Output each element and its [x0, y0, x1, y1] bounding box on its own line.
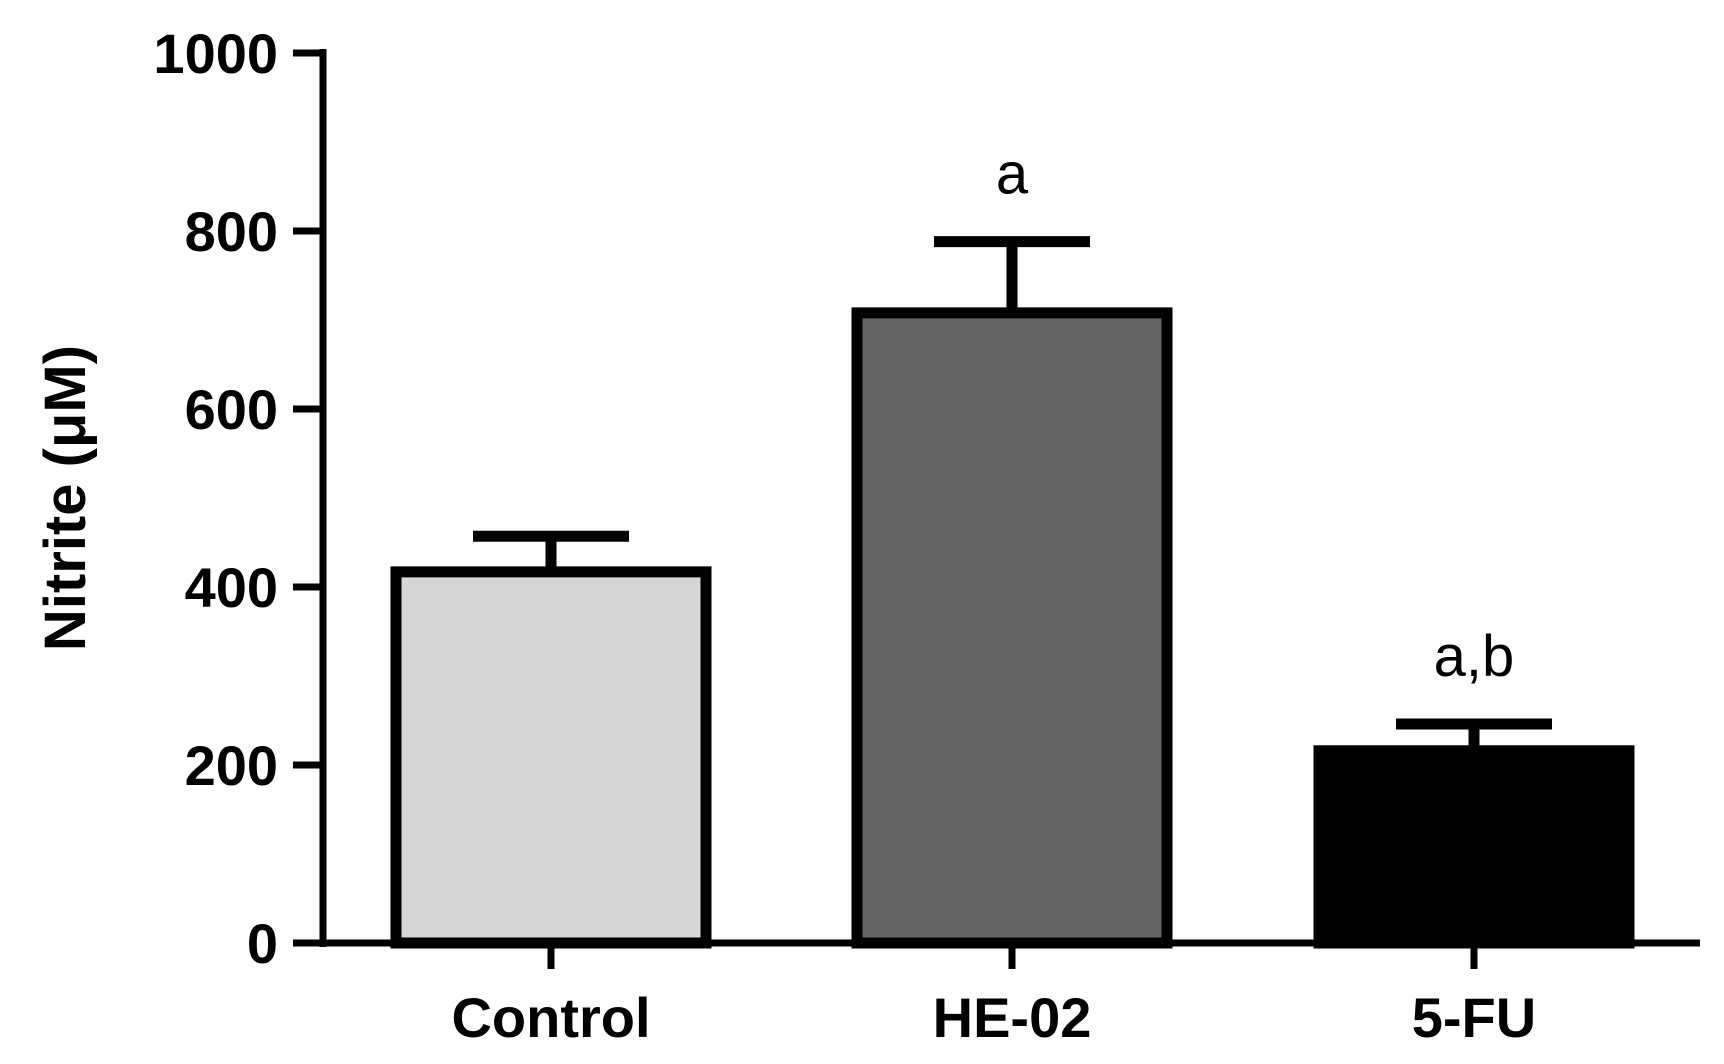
y-tick-label-200: 200 [185, 734, 278, 797]
x-tick-label-control: Control [451, 986, 650, 1049]
y-tick-label-400: 400 [185, 556, 278, 619]
labels-layer: Nitrite (μM) Control HE-02 5-FU 0 200 400 600 8… [33, 22, 1536, 1049]
y-axis-title: Nitrite (μM) [33, 345, 98, 651]
y-tick-label-800: 800 [185, 200, 278, 263]
annotations-layer: a a,b [996, 142, 1514, 689]
y-tick-label-600: 600 [185, 378, 278, 441]
significance-label-5-fu: a,b [1434, 624, 1515, 689]
axes-layer [293, 49, 1700, 969]
bar-he-02 [851, 307, 1173, 949]
bar-5-fu [1313, 745, 1635, 949]
significance-label-he-02: a [996, 142, 1029, 207]
bar-control [390, 566, 712, 949]
x-tick-label-he-02: HE-02 [933, 986, 1092, 1049]
y-tick-label-0: 0 [247, 912, 278, 975]
y-tick-label-1000: 1000 [153, 22, 278, 85]
x-tick-label-5-fu: 5-FU [1412, 986, 1536, 1049]
error-bars-layer [473, 236, 1552, 751]
